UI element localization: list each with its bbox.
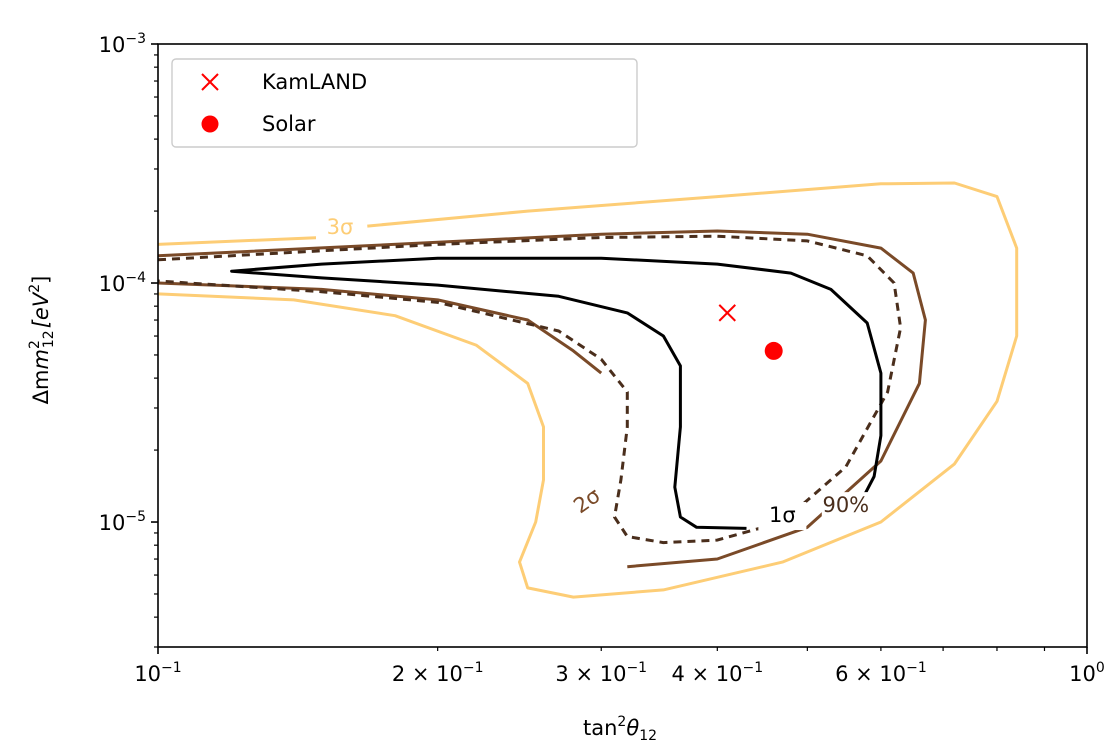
contour-2sigma-segment-0 <box>157 229 927 569</box>
contour-2sigma-segment-1 <box>157 281 603 375</box>
contour-90pct-segment-0 <box>157 234 903 545</box>
x-tick-label: 6 × 10−1 <box>835 660 927 686</box>
y-tick-label: 10−4 <box>99 270 146 296</box>
legend-marker-kamland <box>201 73 219 91</box>
x-tick-label: 3 × 10−1 <box>555 660 647 686</box>
x-axis-label: tan2θ12 <box>583 714 657 744</box>
y-tick-label: 10−3 <box>99 31 146 57</box>
contour-label: 90% <box>822 493 869 517</box>
x-tick-label: 100 <box>1069 660 1105 686</box>
point-kamland <box>718 304 736 322</box>
legend-box <box>171 58 638 148</box>
y-axis-ticks: 10−5 10−4 10−3 <box>99 31 158 648</box>
contour-label-background <box>559 476 616 527</box>
y-tick-label: 10−5 <box>99 509 146 535</box>
contour-group <box>157 181 1019 599</box>
y-axis-label: Δmm212[eV2] <box>27 276 57 405</box>
x-tick-label: 4 × 10−1 <box>671 660 763 686</box>
contour-3sigma-segment-0 <box>157 236 322 246</box>
contour-label-background <box>821 492 870 521</box>
legend-label-solar: Solar <box>262 112 316 136</box>
plot-frame <box>157 43 1088 648</box>
contour-label: 3σ <box>327 215 354 239</box>
legend-marker-solar <box>201 115 219 133</box>
legend: KamLAND Solar <box>171 58 638 148</box>
contour-label-background <box>315 214 364 243</box>
x-axis-ticks: 10−1 2 × 10−1 3 × 10−1 4 × 10−1 6 × 10−1 100 <box>134 647 1105 686</box>
point-markers <box>718 304 783 360</box>
legend-label-kamland: KamLAND <box>262 70 367 94</box>
x-tick-label: 10−1 <box>134 660 181 686</box>
contour-1sigma-segment-0 <box>230 256 883 530</box>
contour-3sigma-segment-1 <box>157 181 1019 599</box>
x-tick-label: 2 × 10−1 <box>392 660 484 686</box>
contour-label: 1σ <box>769 503 796 527</box>
point-solar <box>764 341 783 360</box>
contour-label-background <box>758 502 807 531</box>
